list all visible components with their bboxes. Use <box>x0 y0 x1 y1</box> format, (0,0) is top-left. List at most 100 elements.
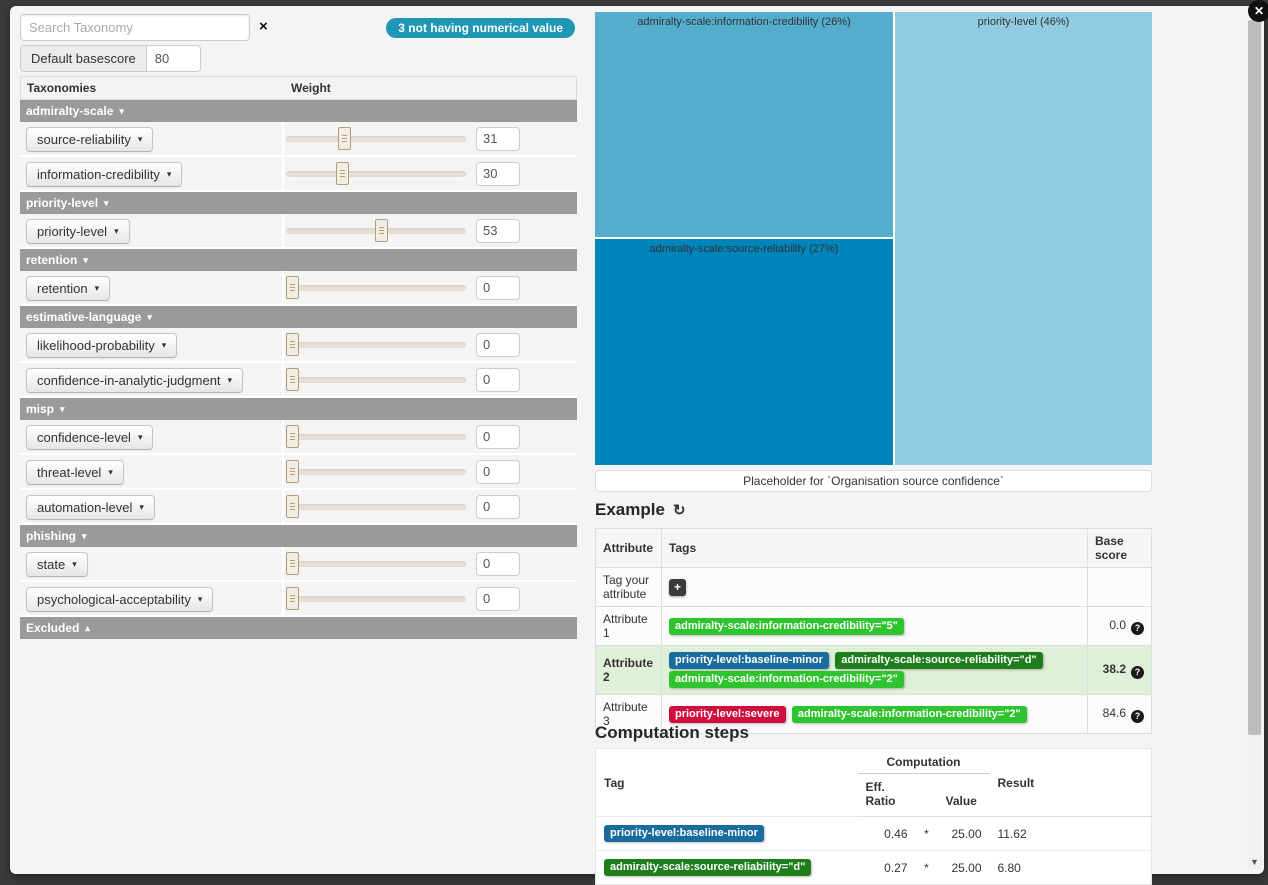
preview-panel: admiralty-scale:information-credibility … <box>595 12 1152 885</box>
predicate-dropdown-priority-level[interactable]: priority-level ▾ <box>26 219 130 244</box>
weight-input[interactable] <box>476 551 520 576</box>
close-icon[interactable]: ✕ <box>1248 0 1268 22</box>
chevron-down-icon: ▾ <box>139 502 144 512</box>
predicate-dropdown-retention[interactable]: retention ▾ <box>26 276 111 301</box>
weight-input[interactable] <box>476 332 520 357</box>
taxonomy-row-psychological-acceptability: psychological-acceptability ▾ <box>20 582 577 617</box>
weight-slider[interactable] <box>286 367 466 391</box>
taxonomy-row-confidence-level: confidence-level ▾ <box>20 420 577 455</box>
help-icon[interactable]: ? <box>1131 709 1144 723</box>
chevron-down-icon: ▾ <box>137 432 143 442</box>
tags-column-header: Tags <box>661 528 1088 568</box>
taxonomy-group-retention[interactable]: retention ▾ <box>20 249 577 271</box>
slider-handle[interactable] <box>286 551 299 575</box>
dropdown-label: confidence-level <box>37 430 131 445</box>
taxonomy-weights-panel: × 3 not having numerical value Default b… <box>20 14 577 866</box>
weight-slider[interactable] <box>286 586 466 610</box>
predicate-dropdown-likelihood-probability[interactable]: likelihood-probability ▾ <box>26 333 178 358</box>
weight-slider[interactable] <box>286 494 466 518</box>
slider-handle[interactable] <box>286 424 299 448</box>
slider-handle[interactable] <box>286 586 299 610</box>
predicate-dropdown-automation-level[interactable]: automation-level ▾ <box>26 495 155 520</box>
dropdown-label: threat-level <box>37 465 102 480</box>
weight-slider[interactable] <box>286 332 466 356</box>
table-row-tag-your-attribute: Tag your attribute + <box>595 567 1152 607</box>
weight-slider[interactable] <box>286 275 466 299</box>
treemap-box-priority-level[interactable]: priority-level (46%) <box>895 12 1152 465</box>
chevron-down-icon: ▾ <box>82 530 87 541</box>
multiply-operator: * <box>915 850 938 885</box>
chevron-down-icon: ▾ <box>137 134 143 144</box>
predicate-dropdown-source-reliability[interactable]: source-reliability ▾ <box>26 127 154 152</box>
slider-handle[interactable] <box>286 459 299 483</box>
help-icon[interactable]: ? <box>1131 665 1144 679</box>
search-taxonomy-input[interactable] <box>20 14 250 41</box>
help-icon[interactable]: ? <box>1131 621 1144 635</box>
modal-scrollbar[interactable]: ▼ <box>1247 14 1262 869</box>
weight-input[interactable] <box>476 218 520 243</box>
taxonomy-group-priority-level[interactable]: priority-level ▾ <box>20 192 577 214</box>
chevron-down-icon: ▾ <box>227 375 233 385</box>
attribute-cell: Attribute 3 <box>595 694 662 734</box>
taxonomy-group-excluded[interactable]: Excluded ▴ <box>20 617 577 639</box>
taxonomy-row-automation-level: automation-level ▾ <box>20 490 577 525</box>
dropdown-label: source-reliability <box>37 132 131 147</box>
refresh-icon[interactable]: ↻ <box>672 502 686 519</box>
predicate-dropdown-state[interactable]: state ▾ <box>26 552 88 577</box>
taxonomy-group-admiralty-scale[interactable]: admiralty-scale ▾ <box>20 100 577 122</box>
weight-slider[interactable] <box>286 218 466 242</box>
scroll-down-icon[interactable]: ▼ <box>1250 857 1259 867</box>
weight-slider[interactable] <box>286 161 466 185</box>
treemap-box-information-credibility[interactable]: admiralty-scale:information-credibility … <box>595 12 893 237</box>
predicate-dropdown-psychological-acceptability[interactable]: psychological-acceptability ▾ <box>26 587 214 612</box>
taxonomy-group-misp[interactable]: misp ▾ <box>20 398 577 420</box>
predicate-dropdown-information-credibility[interactable]: information-credibility ▾ <box>26 162 183 187</box>
slider-handle[interactable] <box>337 126 351 150</box>
tag-pill: admiralty-scale:information-credibility=… <box>791 705 1027 723</box>
weight-input[interactable] <box>476 424 520 449</box>
clear-search-icon[interactable]: × <box>259 18 268 35</box>
weight-slider[interactable] <box>286 424 466 448</box>
chevron-down-icon: ▾ <box>197 594 203 604</box>
tag-pill: priority-level:baseline-minor <box>604 825 764 842</box>
taxonomy-group-estimative-language[interactable]: estimative-language ▾ <box>20 306 577 328</box>
slider-handle[interactable] <box>336 161 350 185</box>
weight-input[interactable] <box>476 586 520 611</box>
slider-handle[interactable] <box>286 367 299 391</box>
weight-input[interactable] <box>476 459 520 484</box>
default-basescore-label: Default basescore <box>20 45 147 72</box>
slider-handle[interactable] <box>286 275 299 299</box>
chevron-down-icon: ▾ <box>94 283 100 293</box>
weight-slider[interactable] <box>286 459 466 483</box>
add-tag-button[interactable]: + <box>669 578 686 596</box>
attribute-column-header: Attribute <box>595 528 662 568</box>
treemap-label: admiralty-scale:information-credibility … <box>637 16 851 28</box>
default-basescore-group: Default basescore <box>20 45 201 72</box>
value-column-header: Value <box>937 773 990 817</box>
weight-input[interactable] <box>476 275 520 300</box>
group-label: estimative-language <box>26 310 142 324</box>
weight-input[interactable] <box>476 494 520 519</box>
slider-handle[interactable] <box>286 332 299 356</box>
taxonomy-group-phishing[interactable]: phishing ▾ <box>20 525 577 547</box>
tag-numerical-value: 25.00 <box>937 816 990 851</box>
weight-slider[interactable] <box>286 126 466 150</box>
tag-numerical-value: 25.00 <box>937 850 990 885</box>
chevron-down-icon: ▾ <box>114 226 119 236</box>
slider-handle[interactable] <box>286 494 299 518</box>
taxonomy-table-header: Taxonomies Weight <box>20 76 577 100</box>
numerical-value-badge: 3 not having numerical value <box>386 18 575 38</box>
taxonomy-row-confidence-in-analytic-judgment: confidence-in-analytic-judgment ▾ <box>20 363 577 398</box>
weight-input[interactable] <box>476 161 520 186</box>
weight-input[interactable] <box>476 367 520 392</box>
slider-handle[interactable] <box>374 218 388 242</box>
predicate-dropdown-confidence-in-analytic-judgment[interactable]: confidence-in-analytic-judgment ▾ <box>26 368 244 393</box>
default-basescore-input[interactable] <box>146 45 201 72</box>
scrollbar-thumb[interactable] <box>1248 20 1261 735</box>
predicate-dropdown-confidence-level[interactable]: confidence-level ▾ <box>26 425 154 450</box>
weight-input[interactable] <box>476 126 520 151</box>
weight-slider[interactable] <box>286 551 466 575</box>
predicate-dropdown-threat-level[interactable]: threat-level ▾ <box>26 460 124 485</box>
table-row-attribute-1: Attribute 1 admiralty-scale:information-… <box>595 606 1152 646</box>
treemap-box-source-reliability[interactable]: admiralty-scale:source-reliability (27%) <box>595 239 893 465</box>
